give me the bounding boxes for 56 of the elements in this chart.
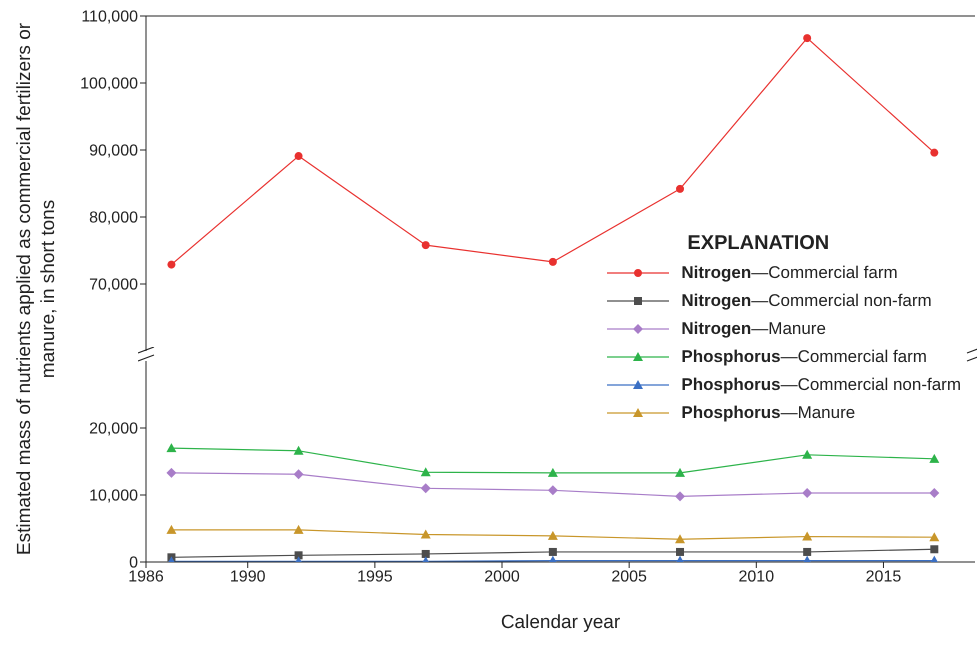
point: [548, 548, 557, 556]
x-tick-label: 2015: [866, 568, 902, 586]
point: [294, 524, 304, 534]
point: [166, 468, 176, 478]
x-axis-title: Calendar year: [500, 612, 622, 634]
point: [929, 454, 940, 463]
point: [294, 551, 303, 560]
point: [167, 260, 176, 269]
point: [422, 241, 430, 250]
point: [294, 152, 303, 160]
point: [548, 485, 558, 496]
point: [930, 148, 938, 157]
x-tick-label: 2010: [738, 568, 774, 586]
point: [548, 468, 558, 477]
point: [294, 469, 304, 480]
y-tick-label: 100,000: [80, 76, 138, 93]
y-tick-label: 10,000: [89, 488, 138, 505]
point: [803, 548, 812, 556]
point: [929, 532, 940, 542]
point: [929, 488, 940, 498]
point: [802, 450, 812, 459]
point: [675, 491, 686, 502]
y-axis-title: Estimated mass of nutrients applied as commercial fertilizers or manure, in short tons: [13, 22, 60, 558]
point: [802, 488, 812, 498]
legend-label: Nitrogen—Commercial non-farm: [681, 291, 932, 311]
point: [548, 530, 558, 540]
point: [422, 550, 430, 558]
point: [676, 548, 684, 556]
x-tick-label: 2005: [611, 568, 648, 586]
y-tick-label: 80,000: [89, 210, 138, 227]
legend-label: Phosphorus—Commercial non-farm: [681, 375, 961, 395]
point: [548, 258, 557, 266]
point: [294, 446, 304, 455]
point: [420, 530, 431, 539]
legend-label: Phosphorus—Commercial farm: [681, 347, 927, 367]
legend-label: Phosphorus—Manure: [681, 403, 856, 423]
y-tick-label: 20,000: [89, 420, 138, 438]
x-tick-label: 2000: [484, 568, 520, 586]
point: [675, 534, 686, 544]
point: [420, 483, 431, 494]
point: [166, 443, 176, 452]
point: [802, 532, 812, 541]
point: [675, 468, 686, 477]
point: [803, 34, 812, 42]
y-tick-label: 70,000: [89, 276, 138, 294]
point: [930, 545, 938, 554]
legend-title: EXPLANATION: [687, 232, 830, 255]
y-tick-label: 90,000: [89, 142, 138, 160]
y-tick-label: 110,000: [81, 8, 138, 26]
point: [676, 184, 684, 193]
point: [420, 467, 431, 476]
legend-label: Nitrogen—Commercial farm: [681, 263, 898, 283]
x-tick-label: 1995: [357, 568, 393, 586]
point: [166, 524, 176, 534]
x-tick-label: 1990: [230, 568, 266, 586]
legend-label: Nitrogen—Manure: [681, 319, 826, 339]
